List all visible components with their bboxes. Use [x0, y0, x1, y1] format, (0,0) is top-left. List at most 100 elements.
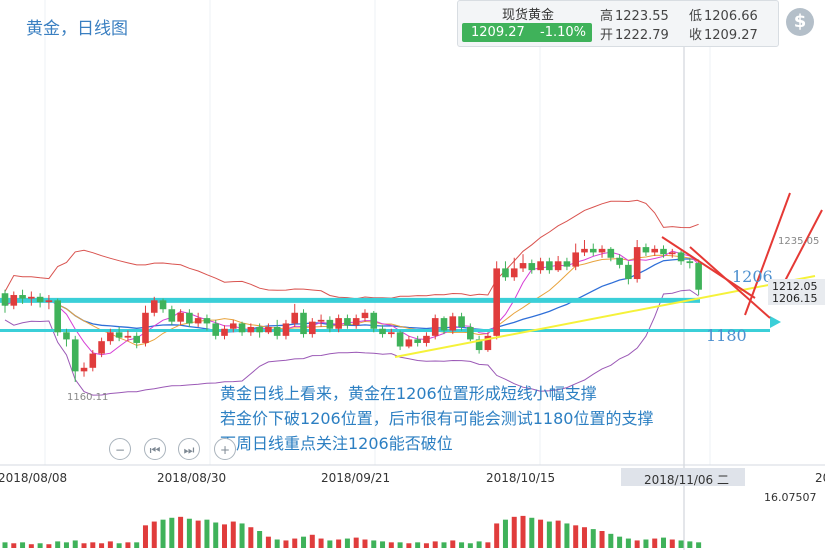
zoom-in-button[interactable]: + [214, 438, 236, 460]
volume-bar [186, 518, 192, 548]
zoom-out-button[interactable]: − [109, 438, 131, 460]
candle-body [19, 295, 26, 299]
volume-bar [37, 543, 43, 548]
open-stat: 开 1222.79 [600, 28, 669, 43]
dollar-icon[interactable]: $ [786, 8, 814, 36]
volume-bar [634, 540, 640, 548]
volume-bar [344, 538, 350, 548]
volume-bar [529, 517, 535, 548]
volume-bar [230, 521, 236, 548]
current-price: 1209.27 [471, 25, 525, 40]
candle-body [326, 319, 334, 329]
candle-body [388, 332, 395, 335]
candle-body [537, 261, 544, 271]
candle-body [510, 268, 518, 278]
volume-bar [116, 543, 122, 548]
volume-bar [257, 531, 263, 548]
volume-bar [125, 542, 131, 548]
candle-body [186, 312, 193, 324]
bollinger-lower-line [4, 289, 699, 396]
chart-title: 黄金，日线图 [26, 19, 128, 39]
volume-bar [590, 529, 596, 548]
candle-body [467, 326, 474, 340]
volume-axis-label: 16.07507 [764, 491, 817, 504]
volume-bar [239, 523, 245, 548]
volume-bar [564, 523, 570, 548]
volume-bar [134, 542, 140, 548]
candle-body [616, 257, 623, 265]
volume-bar [502, 519, 508, 548]
volume-bar [494, 523, 500, 548]
candle-body [335, 318, 342, 329]
volume-bar [678, 540, 684, 548]
instrument-name: 现货黄金 [502, 8, 555, 23]
volume-bar [617, 536, 623, 548]
volume-bar [362, 539, 368, 548]
candle-body [168, 309, 176, 322]
volume-bar [265, 536, 271, 548]
candle-body [317, 319, 325, 322]
volume-bar [485, 542, 491, 548]
high-stat: 高 1223.55 [600, 9, 669, 24]
volume-bar [397, 542, 403, 548]
candle-body [352, 318, 360, 326]
volume-bar [406, 543, 412, 548]
candle-body [572, 252, 579, 267]
x-tick-label: 2018/09/21 [321, 471, 391, 485]
volume-bar [415, 542, 421, 548]
candle-body [440, 318, 448, 331]
candle-body [124, 335, 132, 338]
volume-bar [20, 542, 26, 548]
price-tag-1212: 1212.05 [772, 280, 818, 293]
candle-body [519, 263, 527, 269]
low-price-label: 1160.11 [67, 392, 108, 403]
volume-bar [388, 542, 394, 548]
x-tick-label: 2018/10/15 [486, 471, 556, 485]
volume-bar [90, 542, 96, 548]
volume-bar [669, 539, 675, 548]
candle-body [660, 248, 667, 255]
volume-bar [546, 521, 552, 548]
candle-body [370, 312, 378, 329]
candle-body [598, 248, 606, 253]
candle-body [493, 268, 500, 336]
candle-body [10, 295, 18, 306]
ma5-line [4, 250, 699, 356]
candle-body [502, 268, 509, 278]
volume-bar [661, 537, 666, 548]
candle-body [80, 367, 88, 372]
uptrend-line [394, 275, 816, 358]
candle-body [71, 339, 79, 372]
first-page-button[interactable]: ⏮ [144, 438, 166, 460]
candle-body [309, 321, 316, 335]
ma10-line [4, 254, 699, 346]
volume-bar [72, 540, 78, 548]
volume-bar [46, 544, 52, 548]
volume-bar [99, 543, 105, 548]
candle-body [107, 332, 114, 342]
candle-body [212, 323, 220, 336]
candle-body [203, 318, 211, 324]
candle-body [554, 261, 562, 271]
candle-body [1, 293, 9, 306]
x-tick-label: 2018/11/06 二 [644, 473, 729, 487]
rebound-arrow-1 [744, 192, 791, 316]
last-page-button[interactable]: ⏭ [178, 438, 200, 460]
candle-body [194, 318, 202, 324]
level-1206-label: 1206 [732, 267, 773, 286]
price-tag-box [768, 279, 825, 305]
candle-body [177, 312, 184, 322]
volume-bar [283, 540, 289, 548]
candle-body [484, 335, 492, 351]
candle-body [414, 339, 421, 343]
volume-bar [292, 538, 298, 548]
candle-body [115, 332, 123, 338]
volume-bar [538, 519, 544, 548]
volume-bar [107, 541, 113, 548]
candle-body [431, 318, 439, 336]
candle-body [581, 248, 588, 253]
downtrend-arrow-1 [661, 236, 756, 299]
volume-bar [476, 541, 482, 548]
